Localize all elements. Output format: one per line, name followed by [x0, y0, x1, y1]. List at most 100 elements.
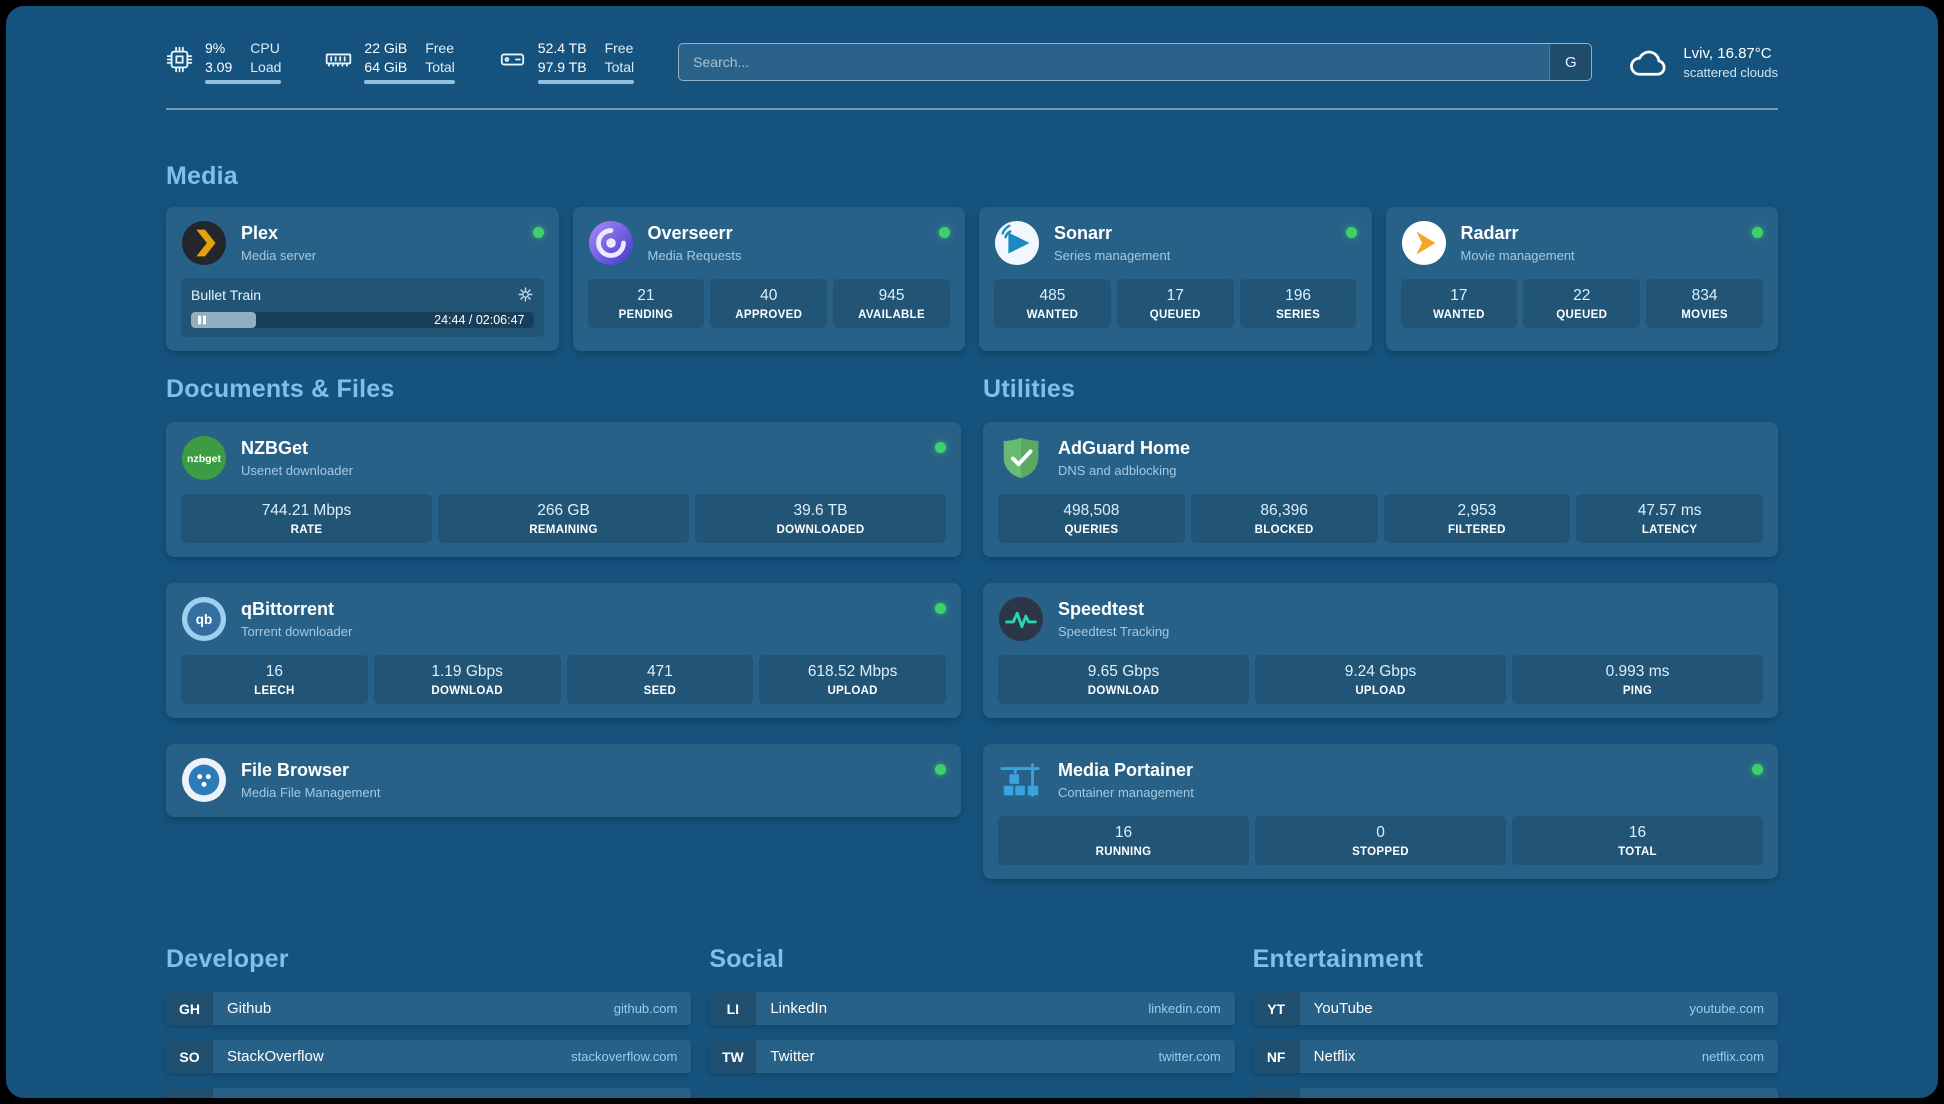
stats-row: 485 WANTED 17 QUEUED 196 SERIES — [994, 279, 1357, 329]
service-name: NZBGet — [241, 438, 308, 459]
service-card-speedtest[interactable]: Speedtest Speedtest Tracking 9.65 Gbps DO… — [983, 583, 1778, 719]
plex-now-playing: Bullet Train 24:44 / 02:06:4 — [181, 278, 544, 338]
service-name: Speedtest — [1058, 599, 1145, 620]
stat-label: DOWNLOAD — [1087, 685, 1160, 698]
bookmark-item[interactable]: SO StackOverflow stackoverflow.com — [166, 1040, 692, 1074]
utilities-section: Utilities AdGu — [983, 375, 1778, 880]
search-provider-button[interactable]: G — [1549, 44, 1592, 81]
overseerr-icon — [588, 220, 634, 266]
stat-value: 16 — [265, 663, 283, 681]
stat-box: 9.65 Gbps DOWNLOAD — [998, 655, 1249, 705]
service-card-portainer[interactable]: Media Portainer Container management 16 R… — [983, 744, 1778, 880]
bookmark-name: Twitter — [770, 1048, 815, 1066]
bookmark-name: YouTube — [1313, 1000, 1373, 1018]
search-bar: G — [678, 43, 1593, 82]
stat-box: 39.6 TB DOWNLOADED — [695, 494, 946, 544]
stat-box: 196 SERIES — [1239, 279, 1357, 329]
bookmark-item[interactable]: NF Netflix netflix.com — [1252, 1040, 1778, 1074]
stat-value: 9.24 Gbps — [1344, 663, 1417, 681]
stat-box: 16 LEECH — [181, 655, 368, 705]
search-input[interactable] — [679, 44, 1550, 81]
bookmark-item[interactable]: RE Reddit reddit.com — [1252, 1088, 1778, 1098]
stat-label: MOVIES — [1681, 309, 1728, 322]
stat-value: 16 — [1628, 824, 1647, 842]
bookmark-item[interactable]: TW Twitter twitter.com — [709, 1040, 1235, 1074]
bookmark-item[interactable]: DT DEV dev.to — [166, 1088, 692, 1098]
now-playing-title: Bullet Train — [191, 286, 262, 303]
bookmark-group: Entertainment YT YouTube youtube.com NF Netfl… — [1252, 945, 1778, 1098]
bookmark-group-title: Social — [709, 945, 785, 974]
stat-box: 471 SEED — [566, 655, 754, 705]
stat-value: 47.57 ms — [1637, 502, 1702, 520]
bookmark-list: YT YouTube youtube.com NF Netflix netflix.com… — [1252, 992, 1778, 1098]
service-card-plex[interactable]: Plex Media server Bullet Train — [166, 207, 559, 352]
pause-icon[interactable] — [198, 315, 206, 325]
disk-total: 97.9 TB — [537, 59, 587, 76]
disk-free-label: Free — [604, 40, 634, 56]
svg-text:qb: qb — [196, 612, 212, 627]
stat-box: 266 GB REMAINING — [438, 494, 689, 544]
stat-box: 17 QUEUED — [1116, 279, 1234, 329]
stats-row: 17 WANTED 22 QUEUED 834 MOVIES — [1400, 279, 1764, 329]
service-card-qbittorrent[interactable]: qb qBittorrent Torrent downloader 16 LEEC… — [166, 583, 961, 719]
service-name: Overseerr — [647, 223, 733, 244]
stat-box: 0.993 ms PING — [1512, 655, 1763, 705]
stat-value: 22 — [1573, 287, 1591, 305]
playback-time: 24:44 / 02:06:47 — [434, 313, 525, 328]
service-subtitle: Torrent downloader — [241, 624, 353, 640]
bookmark-name: StackOverflow — [227, 1048, 324, 1066]
bookmark-group-title: Entertainment — [1252, 945, 1424, 974]
middle-columns: Documents & Files nzbget NZBGet Usenet d… — [166, 375, 1778, 880]
stat-value: 39.6 TB — [793, 502, 848, 520]
stat-value: 834 — [1691, 287, 1718, 305]
cpu-usage-bar — [205, 80, 282, 85]
stat-value: 40 — [760, 287, 778, 305]
cloud-icon — [1628, 46, 1670, 78]
radarr-icon — [1401, 220, 1447, 266]
nzbget-icon: nzbget — [181, 435, 227, 481]
stat-value: 196 — [1285, 287, 1311, 305]
disk-total-label: Total — [604, 59, 635, 76]
cpu-loadavg: 3.09 — [205, 59, 233, 76]
service-subtitle: Media server — [241, 248, 317, 264]
stat-box: 498,508 QUERIES — [998, 494, 1185, 544]
bookmark-item[interactable]: GH Github github.com — [166, 992, 692, 1026]
bookmarks-section: Developer GH Github github.com SO StackOverfl… — [166, 945, 1778, 1098]
service-name: Sonarr — [1054, 223, 1113, 244]
qbittorrent-icon: qb — [181, 596, 227, 642]
bookmark-name: Github — [227, 1000, 272, 1018]
stat-value: 17 — [1166, 287, 1184, 305]
stat-value: 744.21 Mbps — [261, 502, 352, 520]
weather-location: Lviv, 16.87°C — [1683, 44, 1772, 62]
service-card-filebrowser[interactable]: File Browser Media File Management — [166, 744, 961, 818]
cpu-widget: 9% 3.09 CPU Load — [166, 40, 282, 85]
disk-free: 52.4 TB — [537, 40, 587, 56]
bookmark-item[interactable]: LI LinkedIn linkedin.com — [709, 992, 1235, 1026]
stat-label: DOWNLOAD — [431, 685, 503, 698]
playback-progress-bar[interactable]: 24:44 / 02:06:47 — [191, 312, 534, 329]
service-subtitle: Media File Management — [241, 785, 381, 801]
stat-value: 16 — [1114, 824, 1133, 842]
disk-widget: 52.4 TB 97.9 TB Free Total — [499, 40, 635, 85]
settings-gear-icon[interactable] — [517, 286, 534, 303]
speedtest-icon — [998, 596, 1044, 642]
stats-row: 9.65 Gbps DOWNLOAD 9.24 Gbps UPLOAD 0.993 ms… — [998, 655, 1763, 705]
service-card-radarr[interactable]: Radarr Movie management 17 WANTED 22 QUEUED… — [1385, 207, 1778, 352]
svg-text:nzbget: nzbget — [187, 453, 221, 465]
topbar-divider — [166, 108, 1778, 111]
service-card-overseerr[interactable]: Overseerr Media Requests 21 PENDING 40 APPR… — [572, 207, 965, 352]
bookmark-domain: twitter.com — [1158, 1049, 1221, 1065]
stat-label: UPLOAD — [1355, 685, 1406, 698]
bookmark-domain: dev.to — [643, 1097, 677, 1098]
stat-value: 471 — [646, 663, 673, 681]
stat-label: APPROVED — [735, 309, 803, 322]
filebrowser-icon — [181, 757, 227, 803]
memory-usage-bar — [364, 80, 455, 85]
service-card-sonarr[interactable]: Sonarr Series management 485 WANTED 17 QUEU… — [979, 207, 1372, 352]
status-dot — [1752, 764, 1763, 776]
service-subtitle: Container management — [1058, 785, 1194, 801]
bookmark-abbr: TW — [709, 1040, 757, 1074]
bookmark-item[interactable]: YT YouTube youtube.com — [1252, 992, 1778, 1026]
service-card-nzbget[interactable]: nzbget NZBGet Usenet downloader 744.21 M… — [166, 422, 961, 558]
service-card-adguard[interactable]: AdGuard Home DNS and adblocking 498,508 Q… — [983, 422, 1778, 558]
